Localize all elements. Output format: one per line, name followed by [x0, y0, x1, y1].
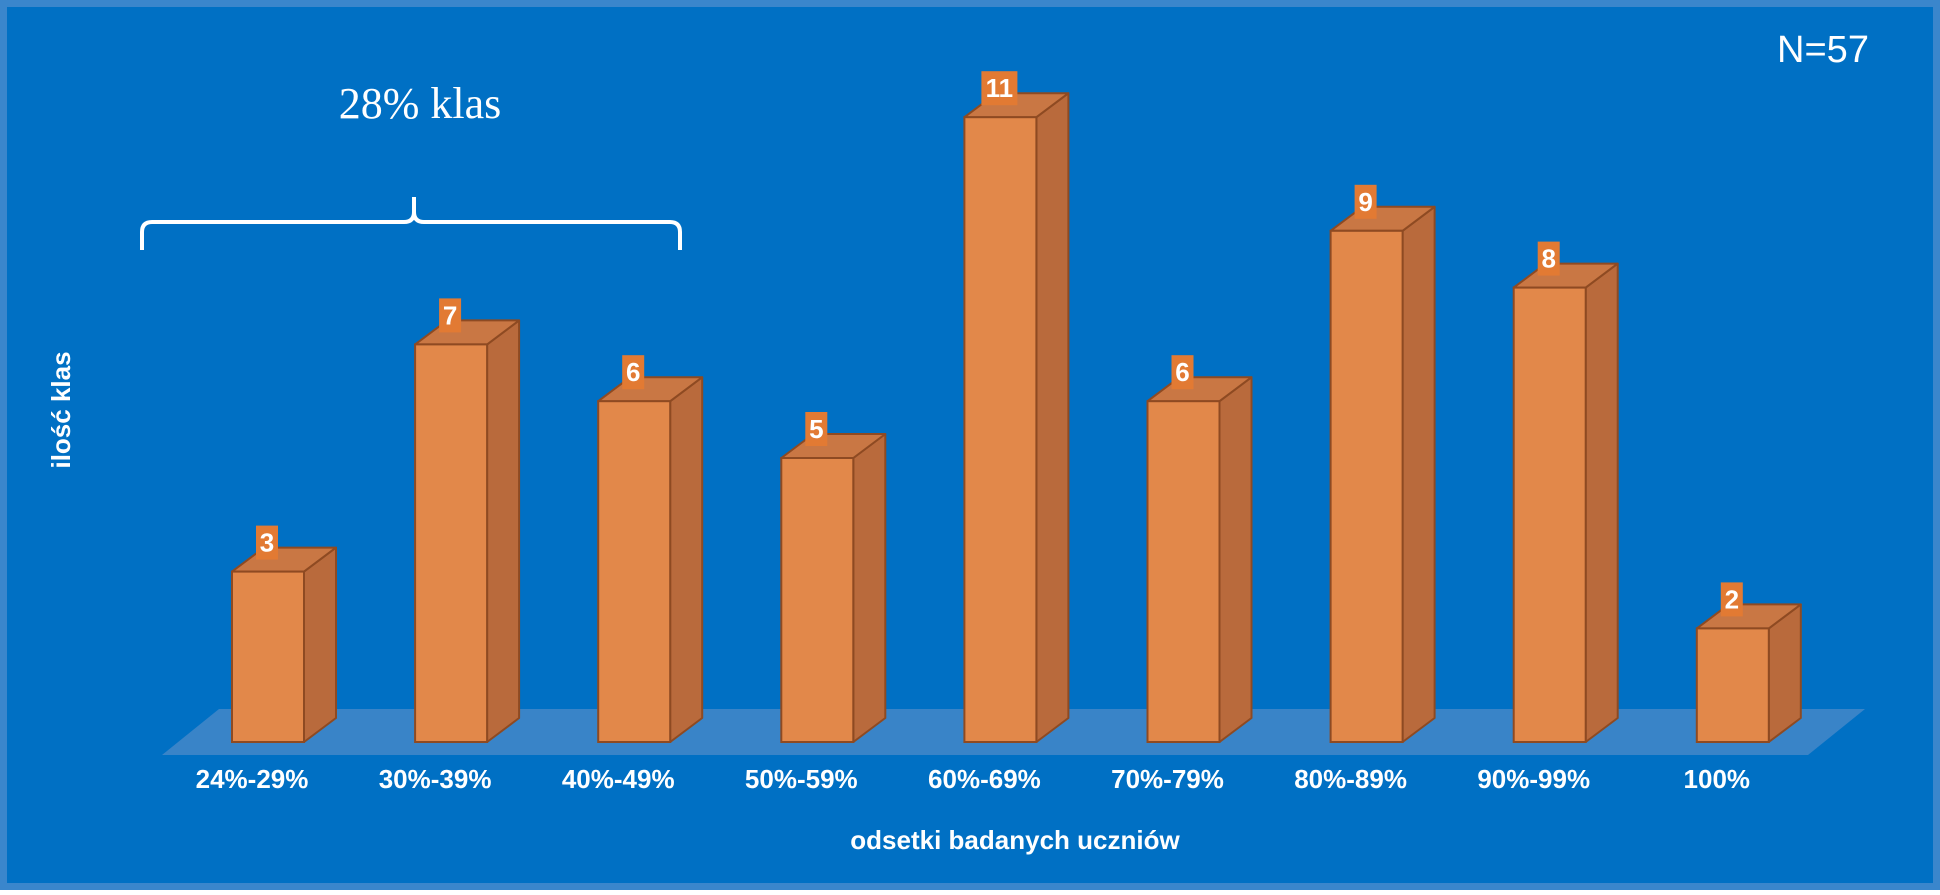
value-label: 3 [260, 528, 274, 558]
category-label: 90%-99% [1477, 764, 1590, 794]
value-label-bg [256, 525, 278, 560]
category-labels: 24%-29% 30%-39% 40%-49% 50%-59% 60%-69% 70%-7… [196, 764, 1750, 794]
bar-side-face [486, 319, 521, 743]
bar-front-face [1695, 627, 1770, 744]
x-axis-title: odsetki badanych uczniów [850, 825, 1180, 855]
value-label-bg [1171, 355, 1194, 390]
category-label: 100% [1684, 764, 1751, 794]
bar-front-face [1329, 229, 1404, 744]
y-axis-title: ilość klas [46, 351, 76, 468]
value-label: 9 [1358, 187, 1372, 217]
value-label-bg [981, 71, 1018, 106]
bar-5: 11 [963, 71, 1070, 743]
category-label: 50%-59% [745, 764, 858, 794]
bar-side-face [303, 546, 337, 743]
bar-side-face [1401, 205, 1436, 743]
category-label: 30%-39% [379, 764, 492, 794]
value-label: 7 [443, 300, 457, 330]
bar-1: 3 [231, 525, 337, 743]
bars-group: 3 7 6 5 11 6 9 8 2 [231, 71, 1802, 744]
bar-7: 9 [1329, 184, 1436, 744]
bar-front-face [963, 116, 1038, 743]
category-label: 70%-79% [1111, 764, 1224, 794]
bar-side-face [852, 433, 887, 743]
category-label: 24%-29% [196, 764, 309, 794]
value-label: 2 [1725, 584, 1739, 614]
bar-9: 2 [1695, 582, 1802, 744]
bar-front-face [1512, 286, 1587, 743]
bar-3: 6 [597, 355, 704, 743]
bar-8: 8 [1512, 241, 1619, 743]
bar-6: 6 [1146, 355, 1253, 743]
value-label: 11 [986, 73, 1014, 103]
value-label-bg [805, 412, 828, 446]
bar-front-face [231, 570, 305, 743]
sample-size-label: N=57 [1777, 29, 1869, 71]
bar-front-face [597, 400, 672, 743]
value-label: 5 [809, 414, 823, 444]
bar-side-face [1218, 376, 1253, 743]
value-label-bg [1354, 184, 1377, 219]
value-label-bg [1537, 241, 1560, 276]
bar-2: 7 [414, 298, 521, 743]
value-label-bg [439, 298, 462, 333]
bracket-label: 28% klas [339, 79, 502, 128]
bar-front-face [780, 457, 855, 743]
bar-4: 5 [780, 412, 887, 743]
bar-front-face [414, 343, 489, 743]
value-label: 6 [1175, 357, 1189, 387]
value-label-bg [1720, 582, 1743, 617]
category-label: 60%-69% [928, 764, 1041, 794]
value-label: 6 [626, 357, 640, 387]
bar-front-face [1146, 400, 1221, 743]
category-label: 40%-49% [562, 764, 675, 794]
value-label-bg [622, 355, 645, 390]
category-label: 80%-89% [1294, 764, 1407, 794]
bar-side-face [669, 376, 704, 743]
bar-side-face [1584, 262, 1619, 743]
bracket-annotation [140, 197, 682, 250]
value-label: 8 [1541, 244, 1555, 274]
bar-side-face [1035, 92, 1070, 743]
